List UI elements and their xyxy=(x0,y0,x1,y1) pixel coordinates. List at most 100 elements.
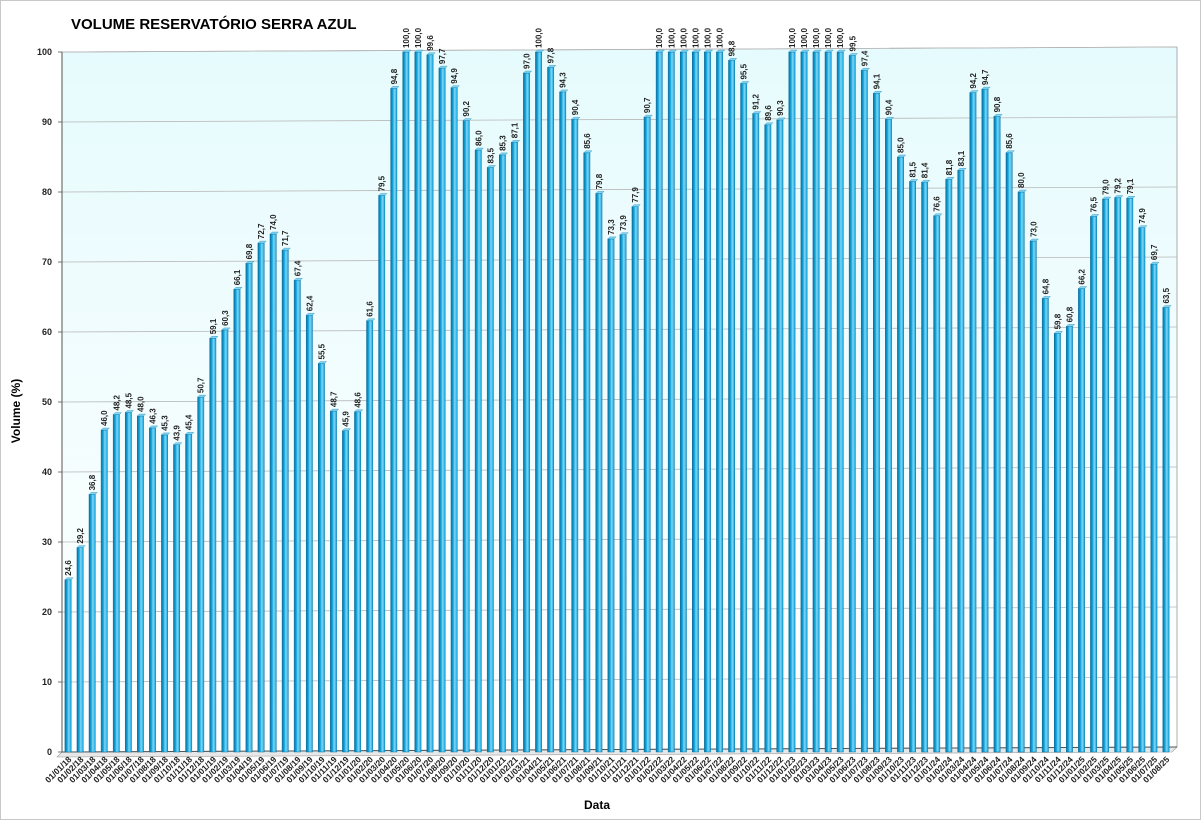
data-label: 100,0 xyxy=(679,27,688,48)
bar xyxy=(667,51,675,753)
bar-top xyxy=(305,313,315,316)
data-label: 45,4 xyxy=(185,414,194,430)
bar xyxy=(390,88,398,753)
data-label: 36,8 xyxy=(88,474,97,490)
bar xyxy=(378,195,386,753)
bar-top xyxy=(161,432,171,436)
bar xyxy=(1005,152,1013,753)
data-label: 79,2 xyxy=(1114,177,1123,193)
bar-top xyxy=(1029,238,1039,242)
data-label: 90,4 xyxy=(571,99,580,115)
data-label: 73,3 xyxy=(607,219,616,235)
data-label: 61,6 xyxy=(366,301,375,317)
bar xyxy=(76,547,84,753)
bar-top xyxy=(185,432,195,435)
bar-top xyxy=(848,53,858,56)
bar xyxy=(957,170,965,753)
data-label: 94,7 xyxy=(981,69,990,85)
bar xyxy=(354,411,361,753)
data-label: 90,7 xyxy=(643,97,652,113)
y-tick-label: 20 xyxy=(42,607,52,617)
bar-top xyxy=(752,111,762,114)
bar-top xyxy=(547,65,557,68)
bar-top xyxy=(88,492,98,495)
bar-top xyxy=(559,89,569,93)
bar-top xyxy=(619,232,629,235)
y-tick-label: 10 xyxy=(42,677,52,687)
bar-top xyxy=(595,191,605,194)
bar-top xyxy=(438,65,448,69)
bar-top xyxy=(354,409,364,412)
bar xyxy=(402,51,410,753)
y-tick-label: 100 xyxy=(37,47,52,57)
bar xyxy=(1017,191,1025,753)
data-label: 100,0 xyxy=(535,27,544,48)
y-tick-label: 40 xyxy=(42,467,52,477)
data-label: 100,0 xyxy=(402,27,411,48)
data-label: 48,7 xyxy=(329,391,338,407)
data-label: 100,0 xyxy=(836,27,845,48)
data-label: 83,1 xyxy=(957,150,966,166)
data-label: 100,0 xyxy=(716,27,725,48)
bar xyxy=(88,494,96,753)
data-label: 94,9 xyxy=(450,68,459,84)
bar-top xyxy=(1065,324,1075,327)
bar-top xyxy=(390,86,400,89)
bar-top xyxy=(535,49,545,53)
bar xyxy=(330,410,337,753)
bar-top xyxy=(957,168,967,171)
y-tick-label: 0 xyxy=(47,747,52,757)
data-label: 95,5 xyxy=(740,63,749,79)
bar-top xyxy=(510,140,520,143)
gridline xyxy=(61,186,1178,193)
bar-top xyxy=(366,318,376,321)
bar xyxy=(993,116,1001,753)
bar-top xyxy=(1053,331,1063,334)
data-label: 76,5 xyxy=(1090,196,1099,212)
data-label: 87,1 xyxy=(510,122,519,138)
bar xyxy=(233,289,241,753)
bar xyxy=(438,67,446,753)
bar xyxy=(583,152,591,753)
bar xyxy=(631,206,639,753)
bar-top xyxy=(414,49,424,53)
gridline xyxy=(61,46,1178,53)
data-label: 94,1 xyxy=(872,73,881,89)
data-label: 79,0 xyxy=(1102,179,1111,195)
bar xyxy=(173,444,181,753)
bar xyxy=(1090,216,1097,753)
data-label: 97,7 xyxy=(438,48,447,64)
bar xyxy=(293,279,301,753)
bar-top xyxy=(245,261,255,264)
bar xyxy=(800,51,808,753)
bar-top xyxy=(909,179,919,182)
bar xyxy=(257,242,265,753)
bar xyxy=(692,51,699,753)
bar xyxy=(619,234,627,753)
bar xyxy=(414,51,422,753)
bar xyxy=(124,412,132,753)
bar xyxy=(112,414,120,753)
bar xyxy=(245,263,253,753)
data-label: 97,8 xyxy=(547,47,556,63)
bar xyxy=(498,154,506,753)
data-label: 66,1 xyxy=(233,269,242,285)
bar-top xyxy=(1090,214,1100,217)
bar xyxy=(933,215,941,753)
bar xyxy=(474,149,482,753)
bar xyxy=(1041,298,1049,753)
bar xyxy=(655,51,663,753)
data-label: 100,0 xyxy=(667,27,676,48)
bar xyxy=(305,314,313,753)
data-label: 90,2 xyxy=(462,100,471,116)
data-label: 62,4 xyxy=(305,295,314,311)
bar xyxy=(547,67,555,753)
data-label: 89,6 xyxy=(764,105,773,121)
data-label: 74,0 xyxy=(269,214,278,230)
bar-top xyxy=(64,577,74,580)
bar xyxy=(161,434,168,753)
bar xyxy=(318,363,325,753)
bar xyxy=(836,51,844,753)
data-label: 98,8 xyxy=(728,40,737,56)
